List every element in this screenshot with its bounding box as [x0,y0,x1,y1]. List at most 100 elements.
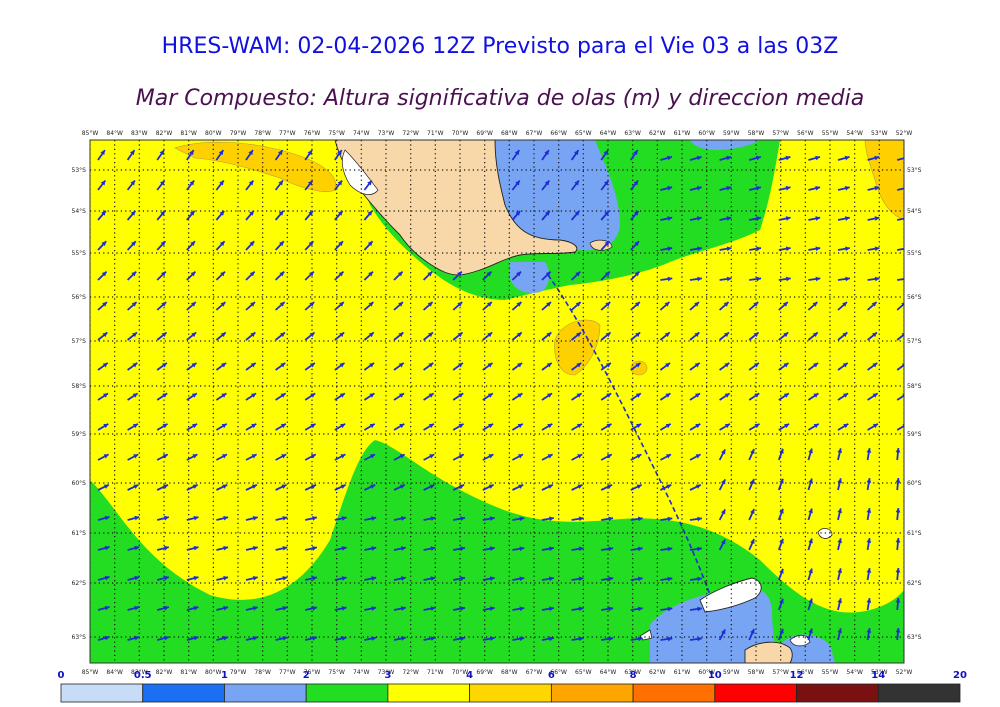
wave-arrow [126,149,136,161]
lon-label: 52°W [896,669,913,676]
wave-arrow [452,484,465,491]
wave-arrow [275,605,288,611]
wave-arrow [393,392,405,401]
colorbar-label: 1 [221,670,228,681]
wave-arrow [452,423,464,431]
wave-arrow [97,179,107,191]
lon-label: 76°W [304,669,321,676]
wave-arrow [127,362,138,371]
wave-arrow [423,301,434,311]
wave-arrow [718,508,726,521]
wave-arrow [837,301,848,311]
lon-label: 79°W [230,130,247,137]
wave-arrow [778,155,791,161]
wave-arrow [689,362,701,371]
wave-arrow [571,576,584,582]
wave-arrow [719,301,730,311]
wave-arrow [393,331,404,341]
wave-arrow [600,240,611,251]
wave-arrow [127,301,138,311]
wave-arrow [748,448,755,461]
wave-arrow [777,478,784,491]
wave-arrow [274,240,285,251]
wave-arrow [867,276,880,282]
wave-arrow [482,453,494,461]
wave-arrow [689,185,702,191]
wave-arrow [719,185,732,191]
lat-label: 63°S [907,634,922,641]
wave-arrow [837,538,843,551]
wave-arrow [777,628,784,641]
wave-arrow [186,575,199,581]
wave-arrow [511,270,522,281]
wave-arrow [423,484,435,491]
wave-arrow [363,392,375,401]
sea-orange-spot [630,360,648,376]
colorbar-label: 0.5 [134,670,152,681]
wave-arrow [600,362,612,371]
wave-arrow [127,423,139,431]
wave-arrow [304,179,314,191]
wave-arrow [512,546,525,552]
wave-arrow [748,362,760,371]
wave-arrow [423,636,436,641]
wave-arrow [156,575,170,581]
wave-arrow [748,155,762,161]
wave-arrow [304,484,317,491]
wave-arrow [571,331,582,341]
lon-label: 63°W [624,669,641,676]
wave-arrow [274,270,285,281]
wave-arrow [216,635,229,641]
wave-arrow [305,576,318,581]
wave-arrow [570,210,581,221]
lon-label: 81°W [180,130,197,137]
wave-arrow [274,210,285,221]
lon-label: 82°W [156,669,173,676]
wave-arrow [127,453,139,461]
lon-label: 59°W [723,130,740,137]
wave-arrow [186,240,196,251]
wave-arrow [482,606,495,612]
wave-arrow [660,246,673,252]
wave-arrow [363,270,374,281]
wave-arrow [97,515,110,521]
wave-arrow [660,636,673,642]
wave-arrow [127,392,139,401]
lon-label: 83°W [131,669,148,676]
wave-arrow [364,484,376,491]
wave-arrow [837,598,843,611]
wave-arrow [511,210,521,221]
lon-label: 62°W [649,130,666,137]
wave-arrow [777,568,784,581]
wave-arrow [600,453,613,461]
wave-arrow [245,515,258,521]
wave-arrow [601,546,614,552]
wave-arrow [748,538,755,551]
wave-arrow [245,210,255,221]
wave-arrow [807,331,819,341]
wave-arrow [778,423,790,431]
wave-arrow [156,270,167,281]
wave-arrow [215,453,228,461]
wave-arrow [837,185,850,191]
wave-arrow [423,516,436,521]
wave-arrow [126,179,136,191]
wave-arrow [867,155,880,161]
wave-arrow [423,606,436,611]
wave-arrow [689,155,702,161]
wave-arrow [393,484,406,491]
lat-label: 53°S [72,167,87,174]
lat-label: 54°S [907,208,922,215]
wave-arrow [778,246,791,252]
lon-label: 69°W [476,669,493,676]
lat-label: 60°S [72,480,87,487]
wave-arrow [630,362,642,371]
wave-arrow [808,185,821,191]
wave-arrow [275,331,286,341]
lat-label: 59°S [72,431,87,438]
wave-arrow [866,448,872,461]
lon-label: 53°W [871,130,888,137]
wave-arrow [748,478,755,491]
wave-arrow [719,362,730,371]
wave-arrow [689,606,703,612]
